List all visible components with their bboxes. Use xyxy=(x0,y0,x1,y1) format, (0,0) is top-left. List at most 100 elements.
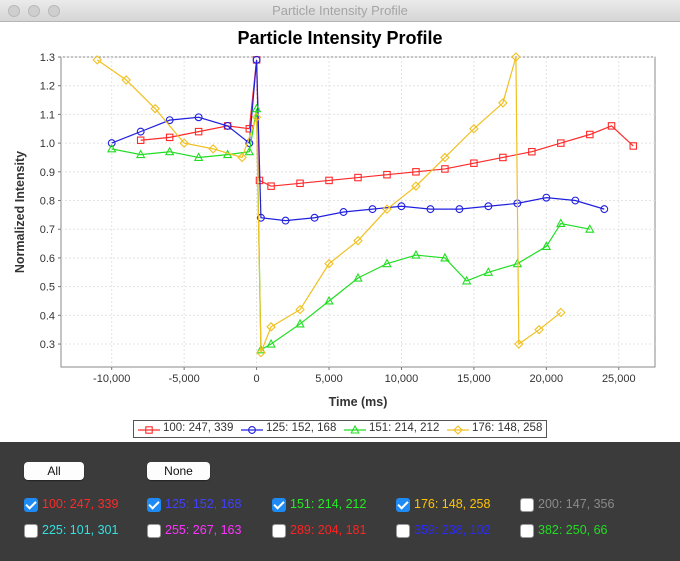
y-tick-label: 0.4 xyxy=(40,310,55,322)
close-window-button[interactable] xyxy=(8,5,20,17)
checkbox-checked[interactable] xyxy=(272,498,286,512)
data-point xyxy=(397,202,406,211)
data-point xyxy=(223,121,232,130)
data-point xyxy=(382,204,392,214)
data-point xyxy=(324,295,334,305)
x-tick-label: 0 xyxy=(254,373,260,385)
checkbox-unchecked[interactable] xyxy=(147,524,161,538)
data-point xyxy=(353,235,363,246)
y-tick-label: 1.2 xyxy=(40,81,55,93)
data-point xyxy=(179,138,189,148)
legend-symbol-triangle xyxy=(344,424,366,434)
data-point xyxy=(135,149,146,159)
window-title: Particle Intensity Profile xyxy=(272,3,408,18)
data-point xyxy=(324,258,334,269)
data-point xyxy=(411,181,421,191)
data-point xyxy=(136,136,145,144)
particle-label: 225: 101, 301 xyxy=(42,523,119,537)
data-point xyxy=(165,116,174,125)
legend-marker xyxy=(145,426,153,434)
particle-label: 100: 247, 339 xyxy=(42,497,119,511)
x-tick-label: 25,000 xyxy=(602,373,636,385)
particle-selection-panel: All None 100: 247, 339 125: 152, 168 151: … xyxy=(0,442,680,561)
data-point xyxy=(325,176,333,185)
data-point xyxy=(571,196,580,205)
legend-label: 100: 247, 339 xyxy=(163,422,234,434)
data-point xyxy=(556,218,566,228)
data-point xyxy=(461,275,472,285)
data-point xyxy=(411,249,421,259)
series-line xyxy=(111,108,590,351)
legend-marker xyxy=(350,424,360,434)
data-point xyxy=(412,168,420,176)
data-point xyxy=(534,324,544,335)
data-point xyxy=(251,103,262,113)
data-point xyxy=(244,146,255,156)
data-point xyxy=(245,139,254,148)
y-tick-label: 0.6 xyxy=(40,253,55,265)
x-tick-label: 10,000 xyxy=(385,373,419,385)
data-point xyxy=(512,258,523,268)
legend-symbol-diamond xyxy=(447,425,469,435)
series-circle xyxy=(107,55,609,225)
y-tick-label: 1.0 xyxy=(40,138,55,150)
legend-symbol-circle xyxy=(241,426,263,434)
x-tick-label: 15,000 xyxy=(457,373,491,385)
data-point xyxy=(136,127,145,136)
data-point xyxy=(150,103,160,114)
y-tick-label: 0.7 xyxy=(40,224,55,236)
select-none-button[interactable]: None xyxy=(147,462,210,480)
zoom-window-button[interactable] xyxy=(48,5,60,17)
particle-label: 289: 204, 181 xyxy=(290,523,367,537)
checkbox-unchecked[interactable] xyxy=(396,524,410,538)
data-point xyxy=(440,252,450,262)
checkbox-unchecked[interactable] xyxy=(24,524,38,538)
data-point xyxy=(165,133,174,142)
data-point xyxy=(498,98,508,108)
particle-label: 382: 250, 66 xyxy=(538,523,608,537)
checkbox-checked[interactable] xyxy=(396,498,410,512)
select-all-button[interactable]: All xyxy=(24,462,84,480)
data-point xyxy=(484,202,493,211)
chart-title: Particle Intensity Profile xyxy=(237,28,442,48)
checkbox-checked[interactable] xyxy=(147,498,161,512)
data-point xyxy=(499,153,507,162)
checkbox-unchecked[interactable] xyxy=(520,524,534,538)
checkbox-unchecked[interactable] xyxy=(272,524,286,538)
data-point xyxy=(469,123,479,134)
data-point xyxy=(296,179,304,188)
data-point xyxy=(541,241,552,250)
particle-label: 125: 152, 168 xyxy=(165,497,242,511)
data-point xyxy=(353,272,363,282)
y-tick-label: 1.1 xyxy=(40,109,55,121)
series-line xyxy=(111,59,605,222)
data-point xyxy=(426,205,435,214)
data-point xyxy=(295,318,305,328)
data-point xyxy=(106,143,117,153)
y-tick-label: 0.9 xyxy=(40,167,55,179)
data-point xyxy=(92,55,102,65)
data-point xyxy=(237,152,247,163)
axis-ticks: 0.3 0.4 0.5 0.6 0.7 0.8 0.9 1.0 1.1 1.2 1.3 -10,000… xyxy=(40,52,636,385)
data-point xyxy=(310,213,319,222)
data-point xyxy=(586,130,594,139)
series-triangle xyxy=(106,103,595,354)
data-point xyxy=(383,170,391,179)
particle-label: 176: 148, 258 xyxy=(414,497,491,511)
data-point xyxy=(382,258,392,268)
x-axis-label: Time (ms) xyxy=(329,395,388,409)
checkbox-unchecked[interactable] xyxy=(520,498,534,512)
y-tick-label: 0.5 xyxy=(40,282,55,294)
legend-label: 151: 214, 212 xyxy=(369,422,440,434)
data-point xyxy=(600,205,609,214)
legend-label: 125: 152, 168 xyxy=(266,422,337,434)
legend-label: 176: 148, 258 xyxy=(472,422,543,434)
y-tick-label: 1.3 xyxy=(40,52,55,64)
data-point xyxy=(252,55,261,64)
minimize-window-button[interactable] xyxy=(28,5,40,17)
x-tick-label: -5,000 xyxy=(169,373,200,385)
data-point xyxy=(251,112,262,123)
data-point xyxy=(295,304,305,315)
data-point xyxy=(483,267,494,276)
checkbox-checked[interactable] xyxy=(24,498,38,512)
